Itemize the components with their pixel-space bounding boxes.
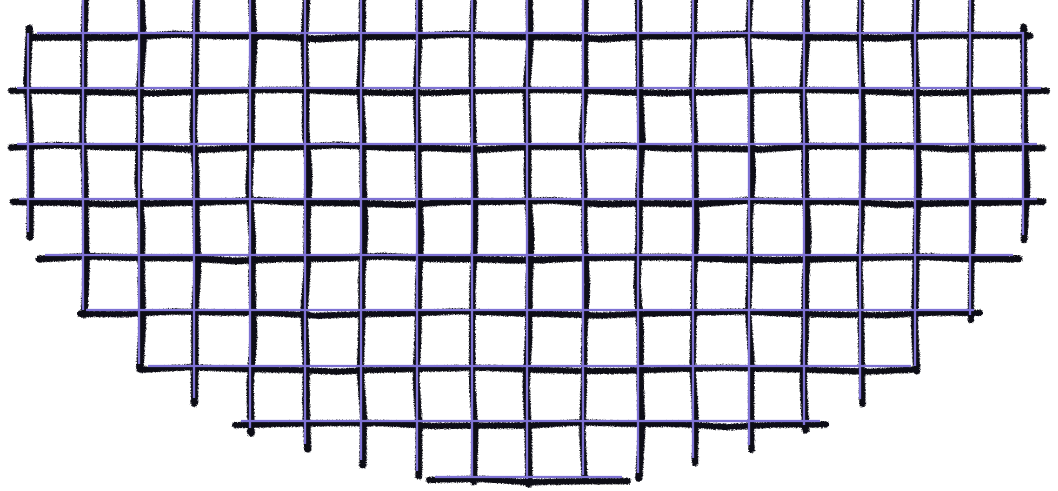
sketch-horizontal-line-5 <box>76 308 984 319</box>
sketch-horizontal-line-1 <box>7 86 1051 97</box>
sketch-horizontal-line-8 <box>425 475 632 486</box>
sketch-horizontal-line-6 <box>138 364 921 375</box>
sketch-horizontal-line-0 <box>27 30 1034 43</box>
sketch-stroke-layer <box>7 0 1051 488</box>
sketch-horizontal-line-7 <box>231 419 830 431</box>
sketch-horizontal-line-4 <box>35 252 1023 265</box>
guide-line-layer <box>17 0 1041 479</box>
